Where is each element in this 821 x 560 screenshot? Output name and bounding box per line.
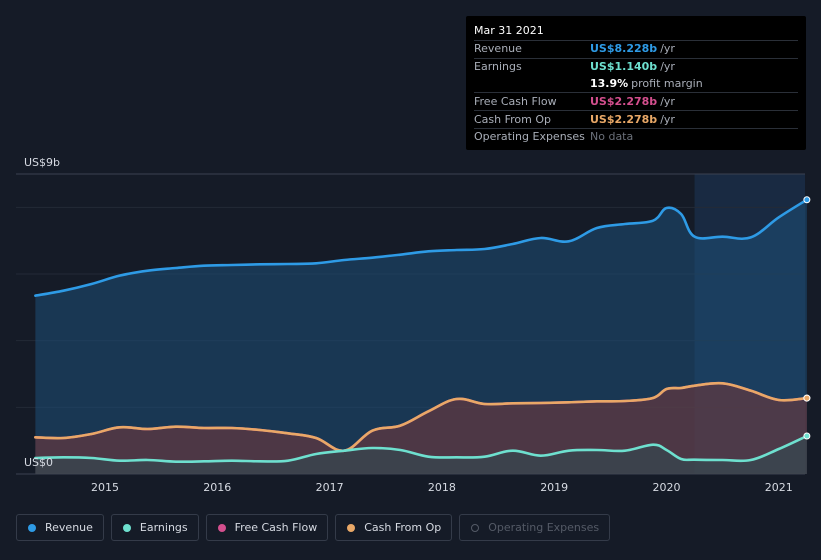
- earnings-endpoint: [803, 432, 811, 440]
- legend-label: Free Cash Flow: [234, 521, 318, 534]
- chart: US$9b US$0 2015 2016 2017 2018 2019 2020 2021: [16, 156, 811, 494]
- tooltip-label: Cash From Op: [474, 112, 552, 126]
- tooltip-row-margin: 13.9% profit margin: [474, 76, 798, 93]
- tooltip-row-earnings: Earnings US$1.140b /yr: [474, 57, 798, 76]
- tooltip-panel: Mar 31 2021 Revenue US$8.228b /yr Earnin…: [466, 16, 806, 150]
- tooltip-value: US$2.278b: [590, 112, 658, 126]
- fcf-dot-icon: [217, 523, 226, 532]
- legend-cfo[interactable]: Cash From Op: [335, 514, 453, 541]
- tooltip-date: Mar 31 2021: [474, 24, 544, 37]
- tooltip-value: US$2.278b: [590, 94, 658, 108]
- legend-label: Cash From Op: [364, 521, 442, 534]
- legend-opex[interactable]: Operating Expenses: [459, 514, 611, 541]
- legend: Revenue Earnings Free Cash Flow Cash Fro…: [16, 514, 611, 541]
- earnings-area: [35, 436, 807, 474]
- opex-dot-icon: [471, 523, 480, 532]
- legend-earnings[interactable]: Earnings: [110, 514, 199, 541]
- y-axis-bottom-label: US$0: [24, 456, 53, 469]
- revenue-line: [34, 198, 809, 297]
- tooltip-label: Earnings: [474, 60, 522, 74]
- x-tick-label: 2017: [316, 481, 344, 494]
- series-endpoints: [803, 196, 811, 440]
- tooltip-unit: /yr: [660, 42, 675, 56]
- series-areas: [35, 199, 807, 474]
- tooltip-unit: /yr: [660, 94, 675, 108]
- tooltip-row-cfo: Cash From Op US$2.278b /yr: [474, 110, 798, 128]
- tooltip-label: Operating Expenses: [474, 130, 585, 144]
- x-tick-label: 2019: [540, 481, 568, 494]
- cfo-dot-icon: [347, 523, 356, 532]
- y-axis-top-label: US$9b: [24, 156, 60, 169]
- tooltip-unit: /yr: [660, 112, 675, 126]
- tooltip-row-fcf: Free Cash Flow US$2.278b /yr: [474, 92, 798, 110]
- tooltip-label: Free Cash Flow: [474, 94, 557, 108]
- legend-fcf[interactable]: Free Cash Flow: [205, 514, 329, 541]
- tooltip-value: US$8.228b: [590, 42, 658, 56]
- x-tick-label: 2021: [765, 481, 793, 494]
- legend-revenue[interactable]: Revenue: [16, 514, 104, 541]
- legend-label: Revenue: [45, 521, 93, 534]
- tooltip-unit: profit margin: [631, 76, 703, 90]
- tooltip-value: 13.9%: [590, 76, 629, 90]
- cash-from-op-endpoint: [803, 394, 811, 402]
- tooltip-row-revenue: Revenue US$8.228b /yr: [474, 40, 798, 58]
- revenue-dot-icon: [28, 523, 36, 532]
- cash-from-op-line: [34, 381, 809, 452]
- earnings-dot-icon: [122, 523, 131, 532]
- x-tick-label: 2015: [91, 481, 119, 494]
- tooltip-unit: /yr: [660, 60, 675, 74]
- legend-label: Earnings: [139, 521, 188, 534]
- x-axis-ticks: 2015 2016 2017 2018 2019 2020 2021: [91, 481, 793, 494]
- x-tick-label: 2020: [653, 481, 681, 494]
- earnings-line: [34, 434, 809, 464]
- legend-label: Operating Expenses: [488, 521, 600, 534]
- series-lines: [34, 198, 809, 464]
- tooltip-value: US$1.140b: [590, 60, 658, 74]
- tooltip-row-opex: Operating Expenses No data: [474, 127, 798, 146]
- revenue-area: [35, 199, 807, 474]
- revenue-endpoint: [803, 196, 811, 204]
- x-tick-label: 2018: [428, 481, 456, 494]
- x-tick-label: 2016: [203, 481, 231, 494]
- tooltip-label: Revenue: [474, 42, 522, 56]
- tooltip-value: No data: [590, 130, 634, 144]
